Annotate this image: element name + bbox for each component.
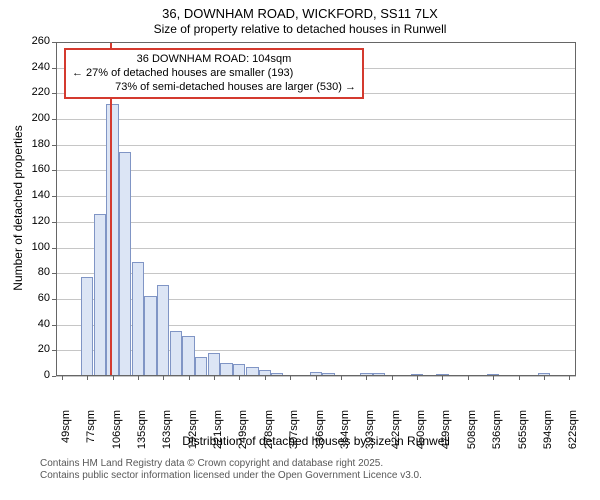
x-tick xyxy=(442,376,443,380)
histogram-bar xyxy=(208,353,220,376)
x-tick xyxy=(214,376,215,380)
gridline xyxy=(56,222,576,223)
gridline xyxy=(56,196,576,197)
annotation-line1: 36 DOWNHAM ROAD: 104sqm xyxy=(72,53,356,67)
axis-border xyxy=(56,42,57,376)
footer-line1: Contains HM Land Registry data © Crown c… xyxy=(40,458,383,469)
x-tick-label: 106sqm xyxy=(111,410,123,458)
y-tick-label: 80 xyxy=(22,266,50,278)
y-tick xyxy=(52,325,56,326)
y-tick-label: 140 xyxy=(22,189,50,201)
footer-line2: Contains public sector information licen… xyxy=(40,470,422,481)
y-tick-label: 160 xyxy=(22,163,50,175)
y-tick-label: 0 xyxy=(22,369,50,381)
y-tick-label: 40 xyxy=(22,318,50,330)
x-tick-label: 508sqm xyxy=(466,410,478,458)
histogram-bar xyxy=(94,214,106,376)
x-tick xyxy=(189,376,190,380)
y-tick xyxy=(52,350,56,351)
y-tick xyxy=(52,145,56,146)
x-tick xyxy=(493,376,494,380)
y-tick xyxy=(52,68,56,69)
gridline xyxy=(56,170,576,171)
x-tick-label: 422sqm xyxy=(390,410,402,458)
gridline xyxy=(56,119,576,120)
chart-title-line1: 36, DOWNHAM ROAD, WICKFORD, SS11 7LX xyxy=(0,6,600,21)
x-tick xyxy=(138,376,139,380)
x-tick-label: 221sqm xyxy=(212,410,224,458)
x-tick xyxy=(341,376,342,380)
histogram-bar xyxy=(144,296,156,376)
x-tick-label: 594sqm xyxy=(542,410,554,458)
y-tick xyxy=(52,93,56,94)
x-tick-label: 450sqm xyxy=(415,410,427,458)
histogram-bar xyxy=(132,262,144,376)
x-tick-label: 278sqm xyxy=(263,410,275,458)
y-tick-label: 60 xyxy=(22,292,50,304)
x-tick xyxy=(113,376,114,380)
y-tick xyxy=(52,222,56,223)
x-tick xyxy=(290,376,291,380)
x-tick-label: 364sqm xyxy=(339,410,351,458)
y-tick xyxy=(52,376,56,377)
x-tick-label: 249sqm xyxy=(237,410,249,458)
y-tick xyxy=(52,273,56,274)
x-tick-label: 163sqm xyxy=(161,410,173,458)
annotation-line2: ← 27% of detached houses are smaller (19… xyxy=(72,67,356,81)
y-tick-label: 260 xyxy=(22,35,50,47)
x-tick xyxy=(163,376,164,380)
x-tick-label: 622sqm xyxy=(567,410,579,458)
x-tick-label: 336sqm xyxy=(314,410,326,458)
histogram-bar xyxy=(170,331,182,376)
histogram-bar xyxy=(182,336,194,376)
x-tick xyxy=(468,376,469,380)
annotation-box: 36 DOWNHAM ROAD: 104sqm← 27% of detached… xyxy=(64,48,364,99)
axis-border xyxy=(56,42,576,43)
x-tick-label: 49sqm xyxy=(60,410,72,458)
y-tick-label: 100 xyxy=(22,241,50,253)
x-tick-label: 135sqm xyxy=(136,410,148,458)
x-tick xyxy=(366,376,367,380)
axis-border xyxy=(575,42,576,376)
x-tick xyxy=(316,376,317,380)
gridline xyxy=(56,248,576,249)
x-tick xyxy=(544,376,545,380)
histogram-bar xyxy=(119,152,131,376)
y-tick-label: 220 xyxy=(22,86,50,98)
x-tick xyxy=(519,376,520,380)
y-tick xyxy=(52,248,56,249)
y-tick-label: 20 xyxy=(22,343,50,355)
x-tick-label: 536sqm xyxy=(491,410,503,458)
x-tick xyxy=(265,376,266,380)
x-tick-label: 192sqm xyxy=(187,410,199,458)
y-tick xyxy=(52,170,56,171)
y-tick-label: 240 xyxy=(22,61,50,73)
x-tick-label: 307sqm xyxy=(288,410,300,458)
histogram-bar xyxy=(195,357,207,376)
histogram-chart: 36, DOWNHAM ROAD, WICKFORD, SS11 7LX Siz… xyxy=(0,0,600,500)
y-tick xyxy=(52,119,56,120)
y-tick xyxy=(52,299,56,300)
x-tick xyxy=(62,376,63,380)
y-tick-label: 120 xyxy=(22,215,50,227)
y-tick xyxy=(52,196,56,197)
x-tick xyxy=(239,376,240,380)
gridline xyxy=(56,145,576,146)
histogram-bar xyxy=(81,277,93,376)
chart-title-line2: Size of property relative to detached ho… xyxy=(0,22,600,36)
annotation-line3: 73% of semi-detached houses are larger (… xyxy=(72,81,356,95)
y-tick-label: 200 xyxy=(22,112,50,124)
x-tick-label: 77sqm xyxy=(85,410,97,458)
x-tick-label: 479sqm xyxy=(440,410,452,458)
histogram-bar xyxy=(157,285,169,376)
x-tick xyxy=(569,376,570,380)
x-tick xyxy=(392,376,393,380)
x-tick xyxy=(87,376,88,380)
x-tick-label: 565sqm xyxy=(517,410,529,458)
y-tick xyxy=(52,42,56,43)
y-tick-label: 180 xyxy=(22,138,50,150)
histogram-bar xyxy=(106,104,118,376)
x-tick xyxy=(417,376,418,380)
x-tick-label: 393sqm xyxy=(364,410,376,458)
